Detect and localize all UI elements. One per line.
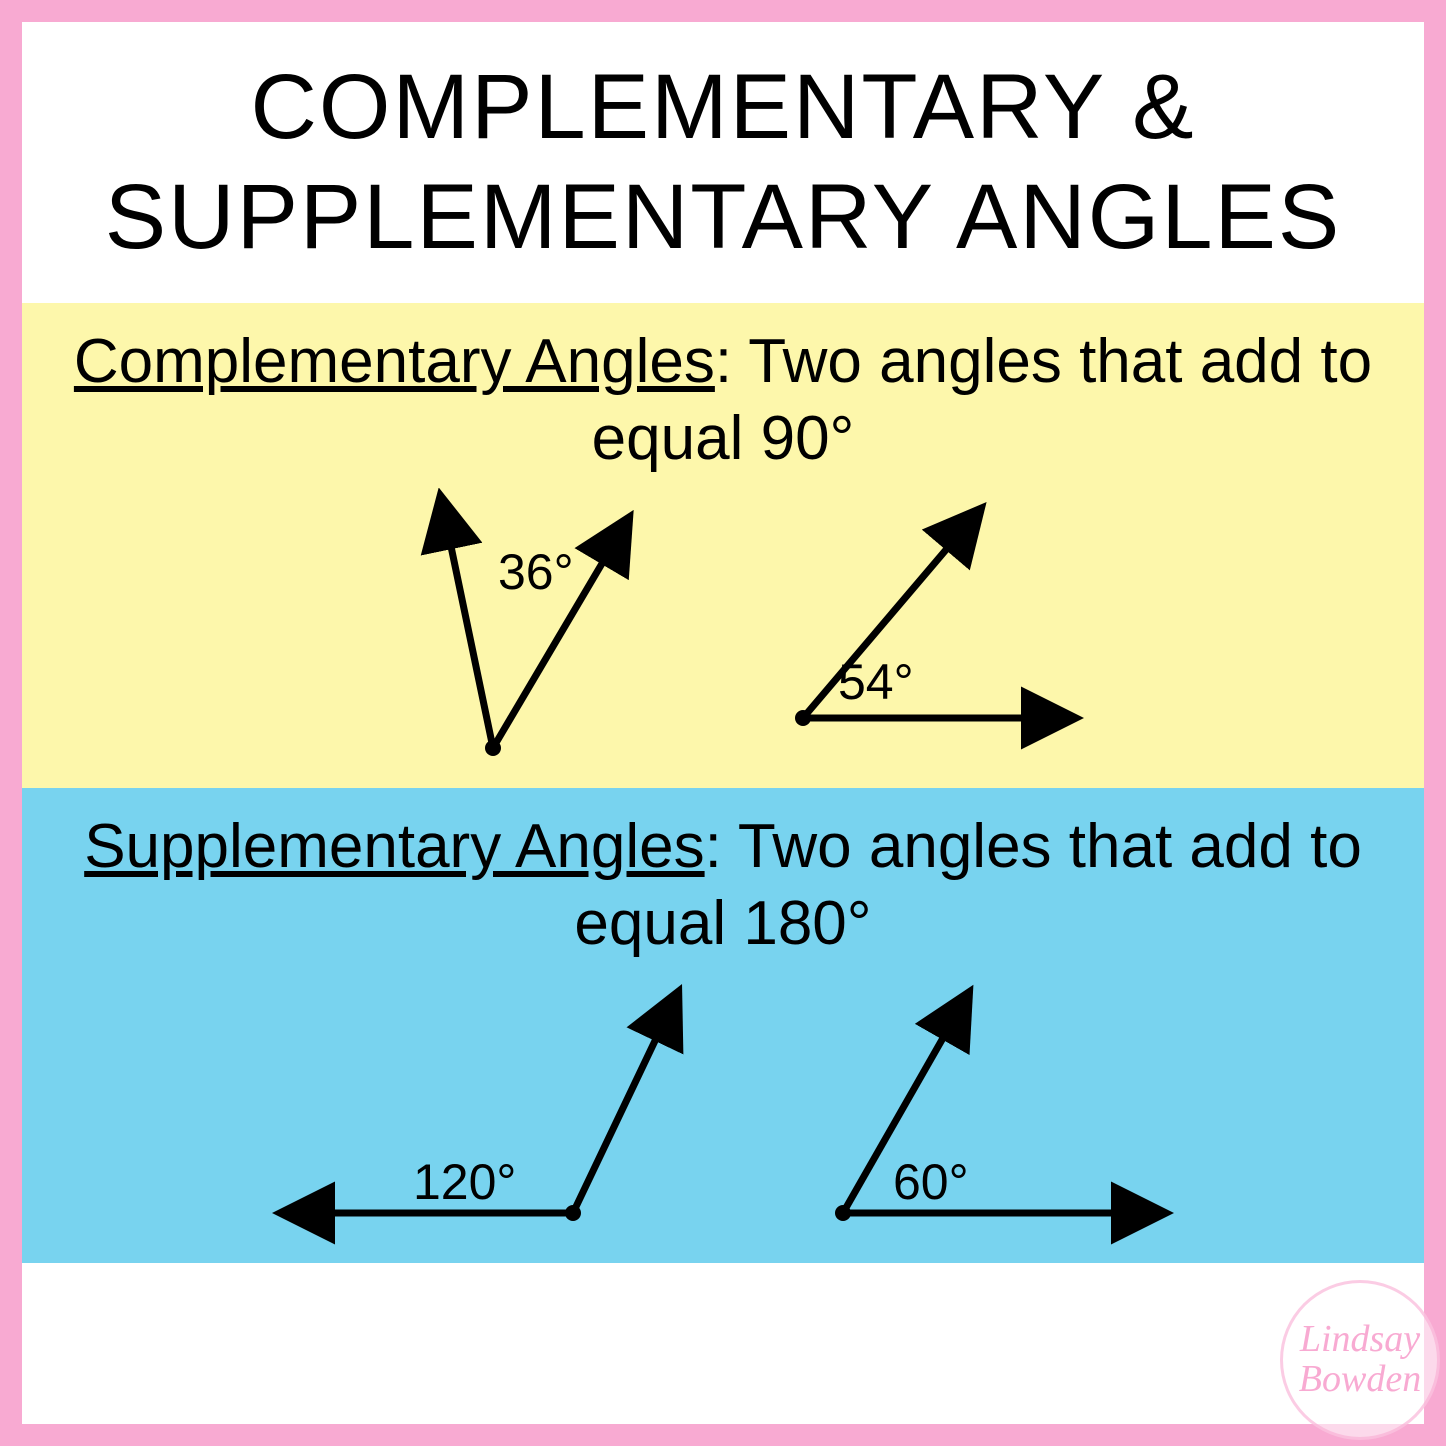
- supplementary-term: Supplementary Angles: [84, 812, 704, 881]
- comp-36-label: 36°: [498, 543, 574, 601]
- page-title: COMPLEMENTARY & SUPPLEMENTARY ANGLES: [42, 52, 1404, 273]
- supp-angle-60: 60°: [773, 973, 1193, 1253]
- supp-60-label: 60°: [893, 1153, 969, 1211]
- comp-angle-54-svg: [743, 488, 1103, 778]
- complementary-section: Complementary Angles: Two angles that ad…: [22, 303, 1424, 788]
- comp-54-label: 54°: [838, 653, 914, 711]
- complementary-term: Complementary Angles: [74, 327, 715, 396]
- title-line-1: COMPLEMENTARY &: [250, 56, 1195, 158]
- watermark-line2: Bowden: [1299, 1358, 1421, 1400]
- supp-120-label: 120°: [413, 1153, 516, 1211]
- watermark-line1: Lindsay: [1300, 1318, 1420, 1360]
- supp-angle-60-svg: [773, 973, 1193, 1253]
- comp-angle-36: 36°: [343, 488, 683, 778]
- supp-angle-120: 120°: [253, 973, 713, 1253]
- author-watermark: Lindsay Bowden: [1280, 1280, 1440, 1440]
- title-header: COMPLEMENTARY & SUPPLEMENTARY ANGLES: [22, 22, 1424, 303]
- complementary-definition: Complementary Angles: Two angles that ad…: [52, 323, 1394, 478]
- outer-frame: COMPLEMENTARY & SUPPLEMENTARY ANGLES Com…: [0, 0, 1446, 1446]
- supp-angle-120-svg: [253, 973, 713, 1253]
- supplementary-definition: Supplementary Angles: Two angles that ad…: [52, 808, 1394, 963]
- watermark-text: Lindsay Bowden: [1299, 1320, 1421, 1400]
- supplementary-diagrams: 120° 60°: [52, 973, 1394, 1253]
- complementary-diagrams: 36° 54°: [52, 488, 1394, 778]
- supplementary-section: Supplementary Angles: Two angles that ad…: [22, 788, 1424, 1263]
- comp-angle-36-svg: [343, 488, 683, 778]
- title-line-2: SUPPLEMENTARY ANGLES: [105, 166, 1341, 268]
- comp-angle-54: 54°: [743, 488, 1103, 778]
